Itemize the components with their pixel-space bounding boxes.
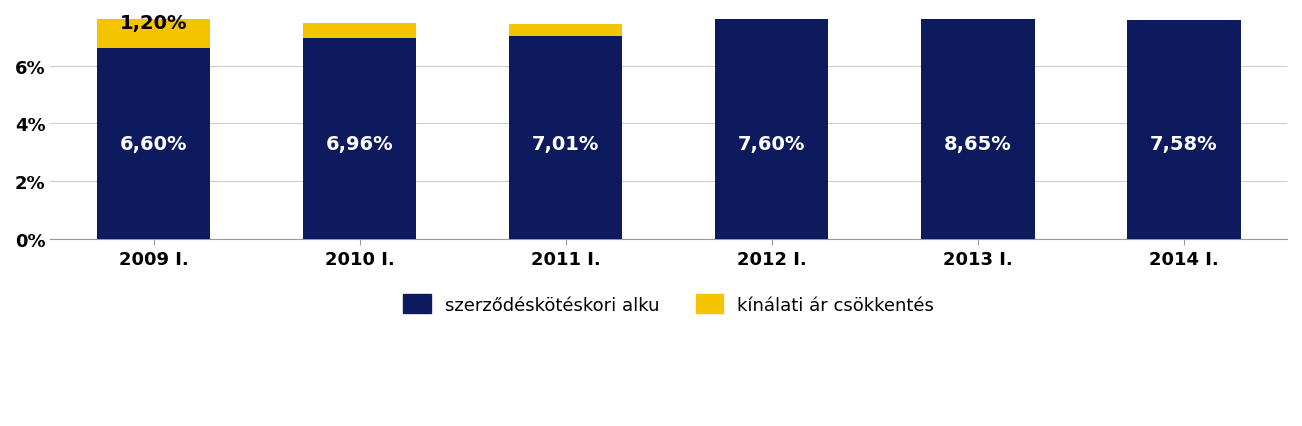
Text: 1,20%: 1,20% bbox=[120, 14, 187, 32]
Bar bbox=[509, 25, 622, 37]
Bar bbox=[96, 14, 210, 49]
Bar bbox=[303, 39, 417, 240]
Text: 8,65%: 8,65% bbox=[944, 135, 1012, 154]
Text: 6,96%: 6,96% bbox=[326, 135, 393, 154]
Legend: szerződéskötéskori alku, kínálati ár csökkentés: szerződéskötéskori alku, kínálati ár csö… bbox=[395, 285, 943, 323]
Bar bbox=[303, 23, 417, 39]
Text: 7,58%: 7,58% bbox=[1150, 135, 1217, 154]
Text: 7,01%: 7,01% bbox=[533, 135, 599, 154]
Bar bbox=[509, 37, 622, 240]
Bar bbox=[715, 20, 828, 240]
Bar bbox=[1128, 21, 1241, 240]
Text: 6,60%: 6,60% bbox=[120, 135, 187, 154]
Bar bbox=[96, 49, 210, 240]
Text: 7,60%: 7,60% bbox=[738, 135, 806, 154]
Bar bbox=[922, 0, 1035, 240]
